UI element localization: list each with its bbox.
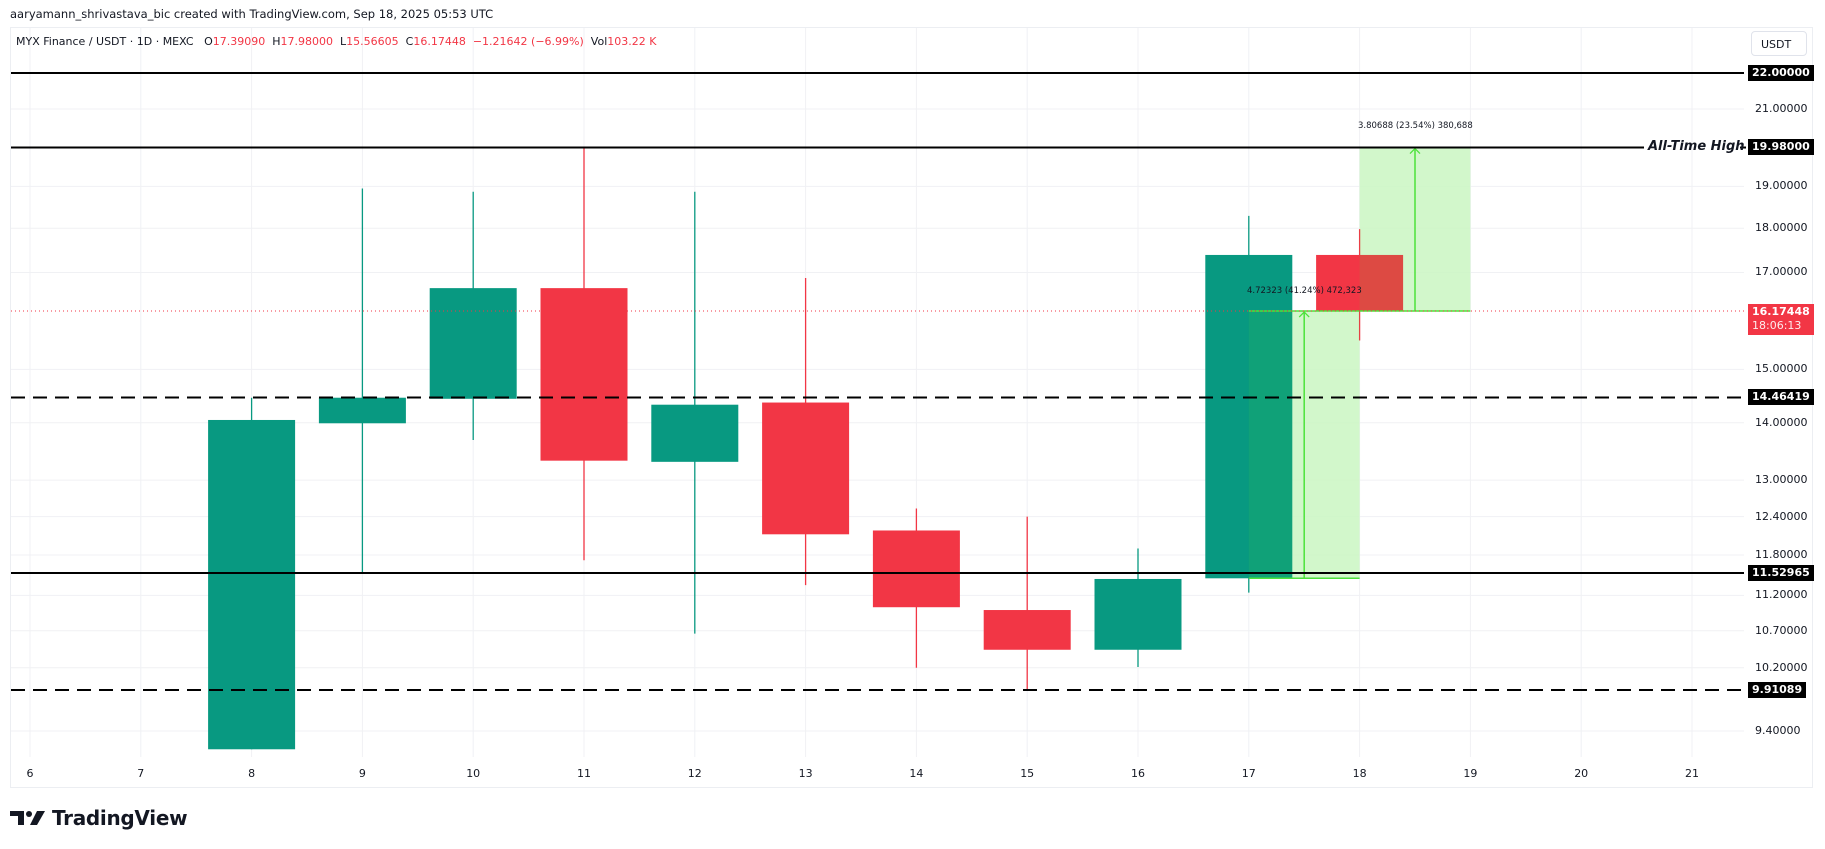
candle-body <box>208 419 296 750</box>
time-tick: 7 <box>137 767 145 780</box>
symbol-title[interactable]: MYX Finance / USDT · 1D · MEXC <box>16 35 194 48</box>
chart-attribution: aaryamann_shrivastava_bic created with T… <box>10 7 494 21</box>
high-value: 17.98000 <box>280 35 334 48</box>
time-tick: 14 <box>909 767 924 780</box>
time-tick: 9 <box>358 767 366 780</box>
price-tag-22: 22.00000 <box>1748 65 1814 81</box>
brand-name: TradingView <box>52 806 188 830</box>
time-tick: 13 <box>798 767 813 780</box>
close-value: 16.17448 <box>413 35 466 48</box>
candle-body <box>762 402 850 535</box>
candle-body <box>1094 578 1182 650</box>
candle-body <box>540 288 628 461</box>
ath-label: All-Time High <box>1648 139 1745 154</box>
price-tick: 15.00000 <box>1755 362 1808 376</box>
time-tick: 10 <box>466 767 481 780</box>
price-tick: 12.40000 <box>1755 509 1808 523</box>
measure-label-1: 4.72323 (41.24%) 472,323 <box>1247 286 1362 296</box>
measure-label-2: 3.80688 (23.54%) 380,688 <box>1358 121 1473 131</box>
time-tick: 18 <box>1352 767 1367 780</box>
price-tick: 18.00000 <box>1755 221 1808 235</box>
price-tag-1446: 14.46419 <box>1748 389 1814 405</box>
candle-body <box>872 530 960 608</box>
price-tag-ath: 19.98000 <box>1748 139 1814 155</box>
last-price-value: 16.17448 <box>1752 305 1810 318</box>
volume-value: 103.22 K <box>607 35 657 48</box>
price-tick: 9.40000 <box>1755 723 1801 737</box>
open-value: 17.39090 <box>212 35 266 48</box>
change-value: −1.21642 (−6.99%) <box>472 35 584 48</box>
price-tick: 19.00000 <box>1755 179 1808 193</box>
low-value: 15.56605 <box>346 35 399 48</box>
price-tick: 11.80000 <box>1755 548 1808 561</box>
candle-body <box>1205 254 1293 579</box>
time-tick: 20 <box>1574 767 1589 780</box>
time-tick: 16 <box>1131 767 1145 780</box>
currency-button[interactable]: USDT <box>1751 31 1807 56</box>
time-tick: 11 <box>577 767 591 780</box>
bar-countdown: 18:06:13 <box>1752 319 1802 332</box>
price-tick: 13.00000 <box>1755 473 1808 487</box>
price-tick: 10.20000 <box>1755 660 1808 674</box>
tradingview-logo[interactable]: TradingView <box>10 806 188 830</box>
candle-body <box>1316 254 1404 312</box>
price-tick: 14.00000 <box>1755 415 1808 429</box>
candle-body <box>983 610 1071 650</box>
time-tick: 17 <box>1241 767 1256 780</box>
candle-body <box>651 404 739 462</box>
time-tick: 15 <box>1020 767 1035 780</box>
time-tick: 8 <box>248 767 256 780</box>
time-tick: 12 <box>687 767 702 780</box>
tradingview-logo-icon <box>10 811 45 825</box>
price-tick: 21.00000 <box>1755 101 1808 115</box>
price-tick: 11.20000 <box>1755 588 1808 602</box>
symbol-legend: MYX Finance / USDT · 1D · MEXC O17.39090… <box>16 35 657 48</box>
candle-body <box>318 397 406 424</box>
last-price-tag: 16.17448 18:06:13 <box>1748 304 1814 335</box>
price-tag-1153: 11.52965 <box>1748 565 1814 581</box>
price-tick: 10.70000 <box>1755 623 1808 637</box>
time-tick: 21 <box>1685 767 1699 780</box>
chart-frame <box>10 27 1813 788</box>
price-tag-991: 9.91089 <box>1748 682 1807 698</box>
time-tick: 19 <box>1463 767 1478 780</box>
time-tick: 6 <box>26 767 34 780</box>
price-tick: 17.00000 <box>1755 265 1808 279</box>
measure-arrow-icon <box>1298 311 1310 318</box>
candle-body <box>429 288 517 399</box>
